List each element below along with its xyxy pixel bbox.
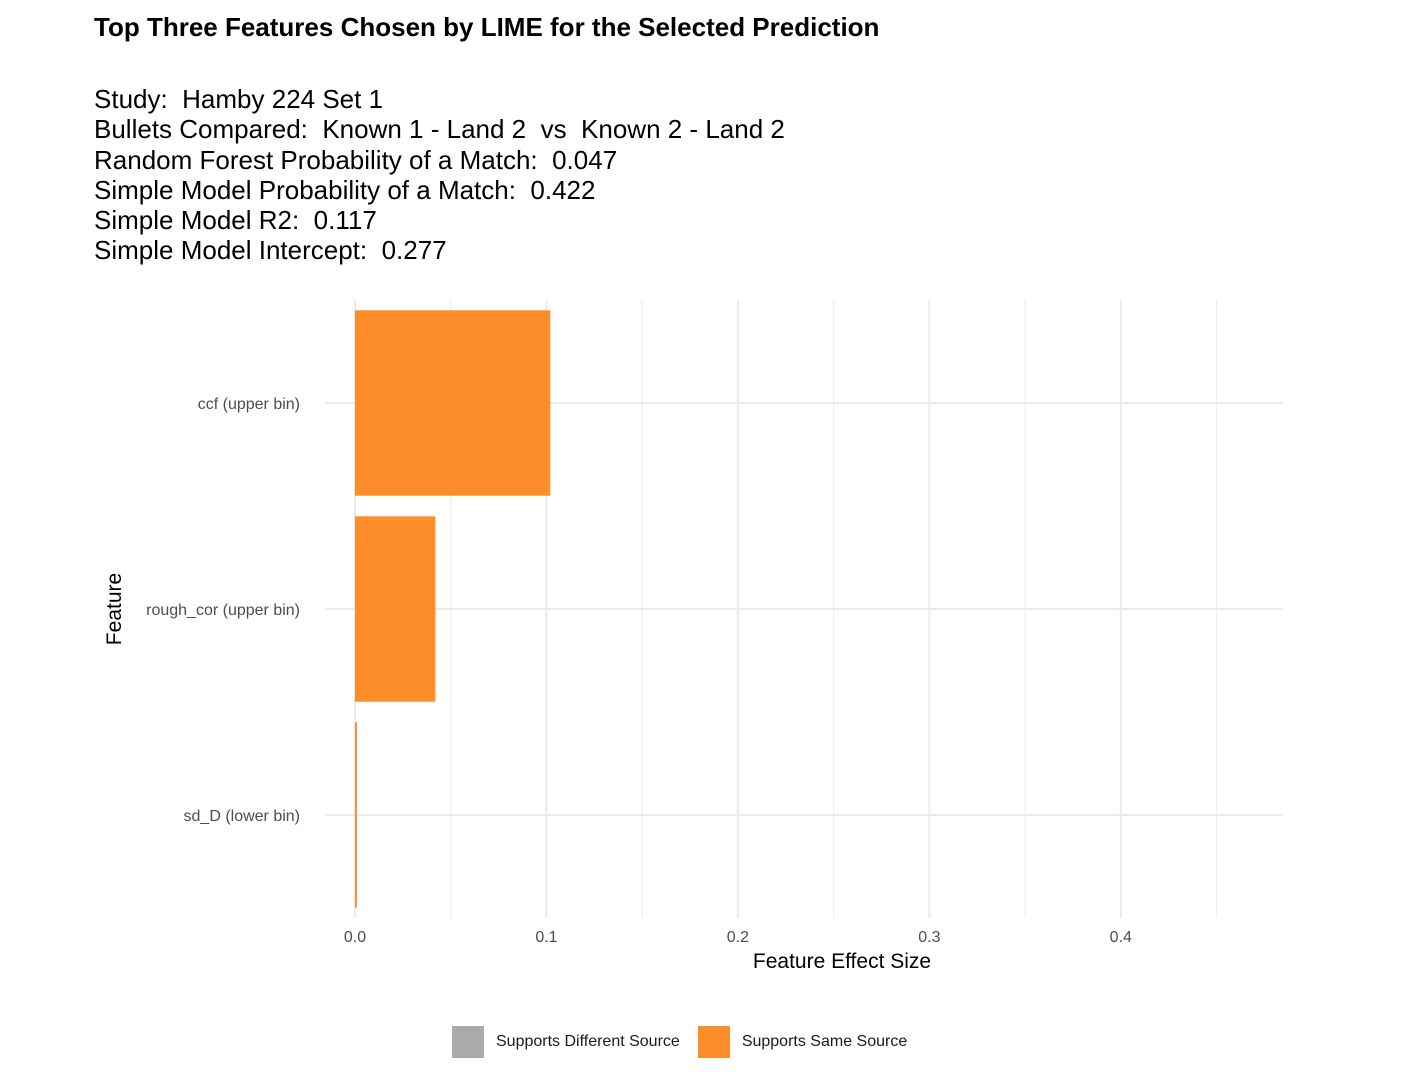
subtitle-simple-model-probability: Simple Model Probability of a Match: 0.4… — [94, 174, 596, 205]
chart-subtitle: Study: Hamby 224 Set 1 Bullets Compared:… — [94, 84, 785, 266]
legend-item-same-source: Supports Same Source — [697, 1026, 908, 1058]
x-tick-label: 0.4 — [1110, 929, 1132, 946]
legend-swatch-different-source — [452, 1026, 484, 1058]
y-tick-label: rough_cor (upper bin) — [146, 602, 300, 619]
subtitle-study: Study: Hamby 224 Set 1 — [94, 84, 384, 114]
bar — [355, 516, 436, 702]
chart-title: Top Three Features Chosen by LIME for th… — [94, 12, 880, 42]
subtitle-simple-model-r2: Simple Model R2: 0.117 — [94, 205, 377, 236]
bar — [355, 722, 357, 908]
bar — [355, 310, 551, 496]
x-tick-label: 0.1 — [535, 929, 557, 946]
x-tick-label: 0.3 — [918, 929, 940, 946]
x-tick-label: 0.0 — [344, 929, 366, 946]
bar-chart: ccf (upper bin) rough_cor (upper bin) sd_D… — [103, 300, 1283, 973]
legend-swatch-same-source — [697, 1026, 730, 1058]
x-tick-label: 0.2 — [727, 929, 749, 946]
legend-label-same-source: Supports Same Source — [741, 1033, 908, 1050]
y-axis-label: Feature — [103, 573, 126, 645]
subtitle-simple-model-intercept: Simple Model Intercept: 0.277 — [94, 235, 447, 266]
x-axis-label: Feature Effect Size — [753, 950, 931, 973]
y-tick-label: sd_D (lower bin) — [184, 808, 300, 825]
legend-label-different-source: Supports Different Source — [496, 1033, 680, 1050]
legend: Supports Different Source Supports Same … — [452, 1026, 925, 1058]
legend-item-different-source: Supports Different Source — [452, 1026, 680, 1058]
y-tick-label: ccf (upper bin) — [198, 396, 300, 413]
subtitle-bullets-compared: Bullets Compared: Known 1 - Land 2 vs Kn… — [94, 114, 785, 145]
subtitle-rf-probability: Random Forest Probability of a Match: 0.… — [94, 144, 618, 175]
